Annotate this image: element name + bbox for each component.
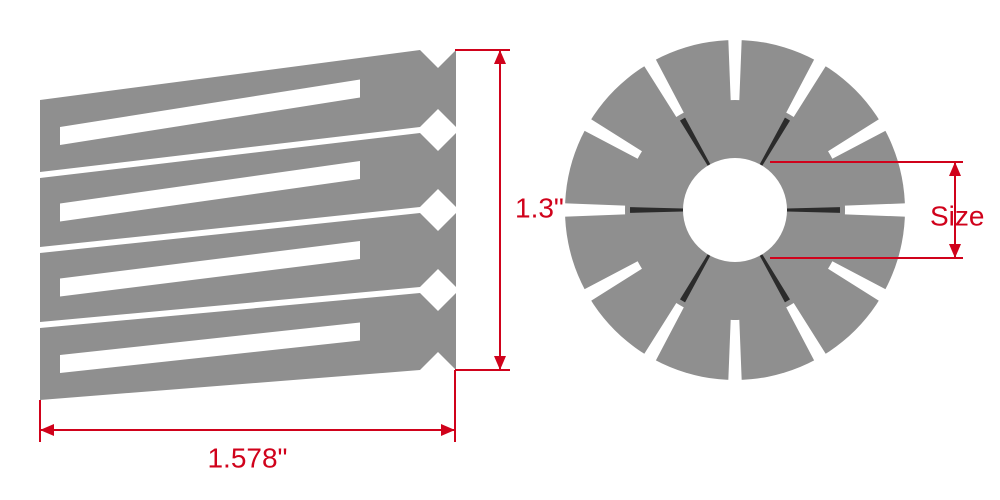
arrowhead-icon xyxy=(40,424,54,436)
dimension-label: 1.578" xyxy=(207,442,287,473)
dimension-label: 1.3" xyxy=(515,192,564,223)
arrowhead-icon xyxy=(949,244,961,258)
arrowhead-icon xyxy=(494,50,506,64)
arrowhead-icon xyxy=(949,162,961,176)
arrowhead-icon xyxy=(441,424,455,436)
dimension-label: Size xyxy=(930,200,984,231)
face-view xyxy=(563,38,907,382)
collet-dimension-diagram: 1.578" 1.3" Size xyxy=(0,0,1000,500)
side-view xyxy=(40,50,456,400)
bore xyxy=(683,158,787,262)
arrowhead-icon xyxy=(494,356,506,370)
